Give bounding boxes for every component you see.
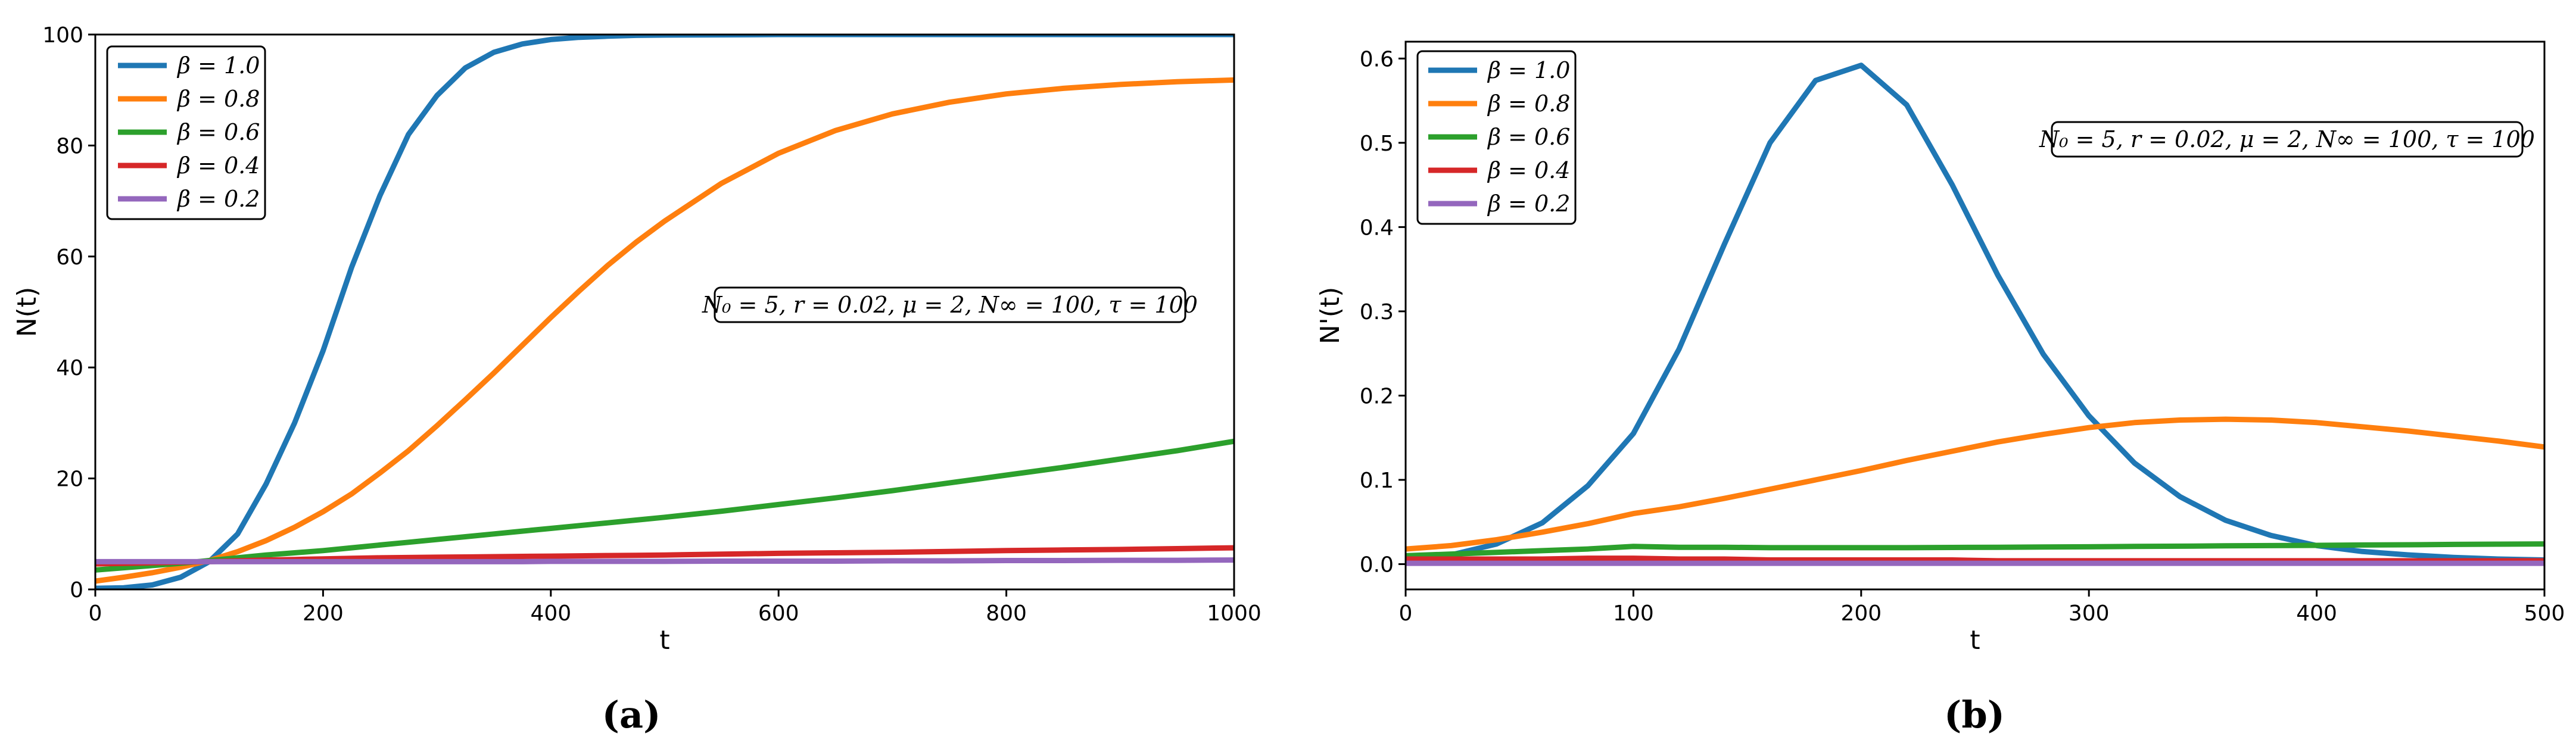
y-tick-label: 0.3 (1360, 300, 1394, 324)
y-axis-label: N'(t) (1315, 287, 1345, 345)
legend-label: β = 0.8 (176, 86, 260, 112)
x-axis-label: t (659, 625, 669, 656)
x-tick-label: 100 (1613, 601, 1654, 626)
plot-frame (1404, 40, 2546, 591)
legend-label: β = 0.2 (1487, 191, 1570, 217)
legend-label: β = 0.2 (176, 186, 260, 212)
x-tick-label: 400 (2296, 601, 2337, 626)
parameter-annotation: N₀ = 5, r = 0.02, μ = 2, N∞ = 100, τ = 1… (2039, 126, 2535, 152)
y-tick-label: 0.4 (1360, 216, 1394, 240)
parameter-box (2051, 121, 2524, 158)
y-tick-label: 60 (56, 245, 83, 270)
x-tick-label: 400 (530, 601, 571, 626)
series-line-10 (1406, 63, 2544, 563)
plot-frame (94, 33, 1235, 591)
panel-caption: (b) (1944, 693, 2005, 736)
legend-box (1416, 50, 1577, 225)
legend-label: β = 0.4 (1487, 157, 1570, 183)
y-tick-label: 0.5 (1360, 132, 1394, 156)
x-tick-label: 500 (2524, 601, 2565, 626)
series-group (95, 35, 1234, 589)
x-axis-label: t (1970, 625, 1980, 656)
legend-label: β = 0.6 (1487, 124, 1570, 150)
legend-label: β = 1.0 (1487, 57, 1570, 83)
series-line-10 (95, 35, 1234, 589)
x-tick-label: 0 (89, 601, 102, 626)
series-line-08 (95, 77, 1234, 584)
legend-label: β = 0.8 (1487, 90, 1570, 117)
series-group (1406, 63, 2544, 566)
y-tick-label: 0.0 (1360, 553, 1394, 578)
y-tick-label: 0 (70, 578, 83, 603)
x-tick-label: 1000 (1207, 601, 1261, 626)
legend-label: β = 0.6 (176, 119, 260, 145)
series-line-06 (95, 438, 1234, 573)
y-tick-label: 0.1 (1360, 469, 1394, 493)
y-axis-label: N(t) (12, 287, 42, 338)
legend-box (106, 45, 266, 220)
series-line-08 (1406, 416, 2544, 552)
x-tick-label: 300 (2069, 601, 2110, 626)
x-tick-label: 600 (758, 601, 799, 626)
y-tick-label: 20 (56, 467, 83, 492)
series-line-06 (1406, 541, 2544, 558)
series-line-04 (1406, 555, 2544, 564)
x-tick-label: 800 (986, 601, 1027, 626)
panel-b: 0 100 200 300 400 500 0.0 0.1 0.2 0.3 0.4 0.5 0.6 t N'… (1315, 40, 2565, 736)
y-tick-label: 100 (42, 23, 83, 48)
x-tick-label: 200 (1840, 601, 1882, 626)
y-tick-label: 0.6 (1360, 47, 1394, 71)
legend: β = 1.0 β = 0.8 β = 0.6 β = 0.4 β = 0.2 (106, 45, 266, 220)
legend-label: β = 0.4 (176, 152, 260, 179)
legend-label: β = 1.0 (176, 52, 260, 79)
panel-a: 0 200 400 600 800 1000 0 20 40 60 80 100 t N(t) β = 1.… (12, 23, 1261, 736)
y-tick-label: 40 (56, 356, 83, 380)
parameter-annotation: N₀ = 5, r = 0.02, μ = 2, N∞ = 100, τ = 1… (702, 292, 1198, 318)
x-tick-label: 0 (1399, 601, 1413, 626)
x-tick-label: 200 (303, 601, 344, 626)
y-tick-label: 80 (56, 134, 83, 158)
series-line-02 (95, 557, 1234, 564)
legend: β = 1.0 β = 0.8 β = 0.6 β = 0.4 β = 0.2 (1416, 50, 1577, 225)
parameter-box (714, 286, 1186, 323)
y-tick-label: 0.2 (1360, 384, 1394, 408)
panel-caption: (a) (602, 693, 661, 736)
